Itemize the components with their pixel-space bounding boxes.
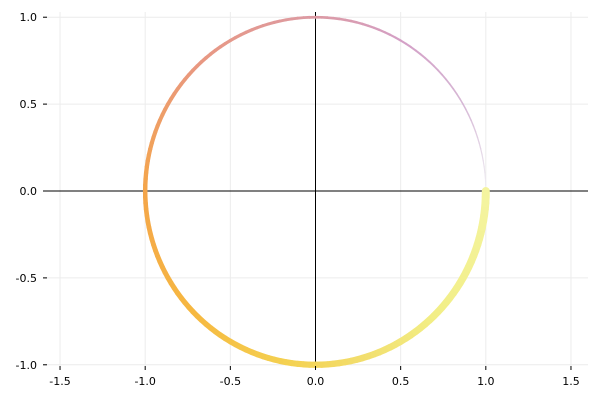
x-tick-label-3: 0.0 [307, 375, 325, 388]
y-tick-label-4: 1.0 [20, 11, 38, 24]
y-tick-label-3: 0.5 [20, 98, 38, 111]
x-tick-label-5: 1.0 [477, 375, 495, 388]
circle-segment-0-6 [481, 149, 482, 155]
x-tick-label-2: -0.5 [220, 375, 241, 388]
circle-segment-0-18 [450, 84, 454, 89]
circle-segment-0-15 [460, 99, 463, 104]
circle-segment-0-12 [469, 115, 472, 120]
circle-segment-0-16 [457, 94, 460, 99]
circle-segment-0-19 [446, 79, 450, 84]
circle-segment-0-14 [463, 104, 466, 109]
y-tick-label-2: 0.0 [20, 185, 38, 198]
circle-segment-0-8 [477, 137, 479, 143]
circle-segment-0-2 [485, 173, 486, 179]
y-tick-label-1: -0.5 [16, 272, 37, 285]
circle-segment-0-5 [482, 155, 483, 161]
axes [43, 12, 588, 370]
x-tick-label-0: -1.5 [49, 375, 70, 388]
circle-segment-0-10 [473, 126, 475, 132]
circle-segment-0-11 [471, 120, 473, 126]
x-tick-label-4: 0.5 [392, 375, 410, 388]
circle-segment-0-4 [483, 161, 484, 167]
x-tick-label-6: 1.5 [562, 375, 580, 388]
circle-segment-0-7 [479, 143, 481, 149]
y-tick-label-0: -1.0 [16, 359, 37, 372]
tick-labels: -1.5 -1.0 -0.5 0.0 0.5 1.0 1.5 -1.0 -0.5 0.0 0.5 1.… [16, 11, 580, 388]
circle-segment-0-17 [453, 89, 456, 94]
x-tick-label-1: -1.0 [134, 375, 155, 388]
circle-segment-0-9 [476, 132, 478, 138]
circle-segment-0-13 [466, 109, 469, 114]
circle-segment-0-3 [484, 167, 485, 173]
